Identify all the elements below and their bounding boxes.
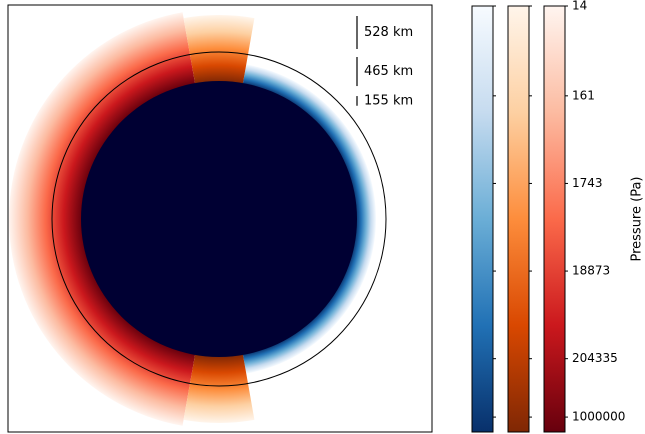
scale-bar-label: 155 km <box>364 93 413 108</box>
colorbar-tick-label: 204335 <box>572 351 618 365</box>
atmosphere-blue <box>242 64 376 374</box>
scale-bar-label: 465 km <box>364 64 413 79</box>
atmosphere-orange-bottom <box>183 353 255 423</box>
colorbar <box>471 5 494 433</box>
plot-area <box>9 12 387 426</box>
colorbar-tick-label: 161 <box>572 88 595 102</box>
plot-frame <box>7 4 433 433</box>
colorbar-tick-label: 14 <box>572 0 587 13</box>
scale-bar-label: 528 km <box>364 25 413 40</box>
colorbar <box>507 5 530 433</box>
colorbar-label: Pressure (Pa) <box>630 176 645 261</box>
reference-circle <box>51 51 387 387</box>
colorbar-tick-label: 1743 <box>572 176 603 190</box>
atmosphere-red <box>9 12 196 426</box>
colorbar <box>543 5 566 433</box>
colorbar-tick-label: 1000000 <box>572 410 625 424</box>
planet <box>81 81 357 357</box>
colorbar-tick-label: 18873 <box>572 264 610 278</box>
atmosphere-orange-top <box>183 14 255 85</box>
